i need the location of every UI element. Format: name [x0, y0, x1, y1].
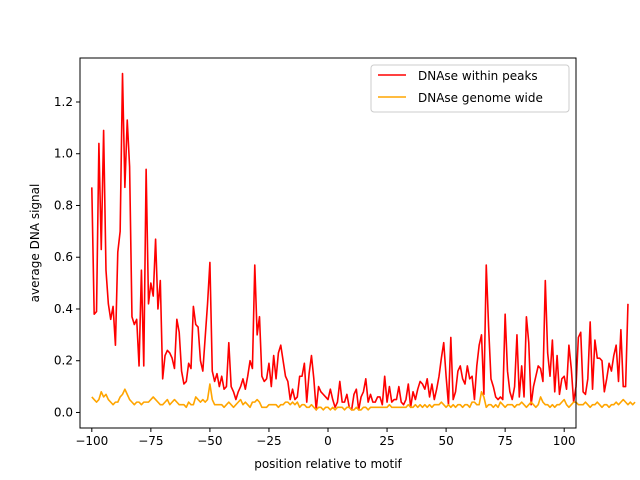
- x-tick-label: 0: [324, 434, 332, 448]
- legend-label-genome: DNAse genome wide: [418, 91, 543, 105]
- y-tick-label: 1.0: [54, 147, 73, 161]
- x-axis-label: position relative to motif: [254, 457, 402, 471]
- y-tick-label: 0.0: [54, 405, 73, 419]
- y-axis: 0.0 0.2 0.4 0.6 0.8 1.0 1.2: [54, 95, 80, 419]
- y-tick-label: 1.2: [54, 95, 73, 109]
- x-tick-label: 75: [498, 434, 513, 448]
- legend-box: [370, 64, 570, 113]
- series-line-genome: [91, 383, 636, 411]
- y-tick-label: 0.2: [54, 354, 73, 368]
- legend: DNAse within peaks DNAse genome wide: [370, 64, 570, 113]
- x-tick-label: −100: [75, 434, 108, 448]
- x-tick-label: −50: [197, 434, 222, 448]
- legend-label-peaks: DNAse within peaks: [418, 69, 538, 83]
- x-tick-label: 50: [438, 434, 453, 448]
- x-tick-label: 25: [379, 434, 394, 448]
- y-tick-label: 0.4: [54, 302, 73, 316]
- series-line-peaks: [91, 72, 629, 411]
- x-tick-label: −75: [138, 434, 163, 448]
- y-tick-label: 0.6: [54, 250, 73, 264]
- axes-frame: [79, 57, 577, 429]
- x-tick-label: −25: [256, 434, 281, 448]
- y-axis-label: average DNA signal: [28, 184, 42, 303]
- x-axis: −100 −75 −50 −25 0 25 50 75 100: [75, 428, 576, 448]
- plot-area: [91, 72, 636, 411]
- y-tick-label: 0.8: [54, 198, 73, 212]
- x-tick-label: 100: [553, 434, 576, 448]
